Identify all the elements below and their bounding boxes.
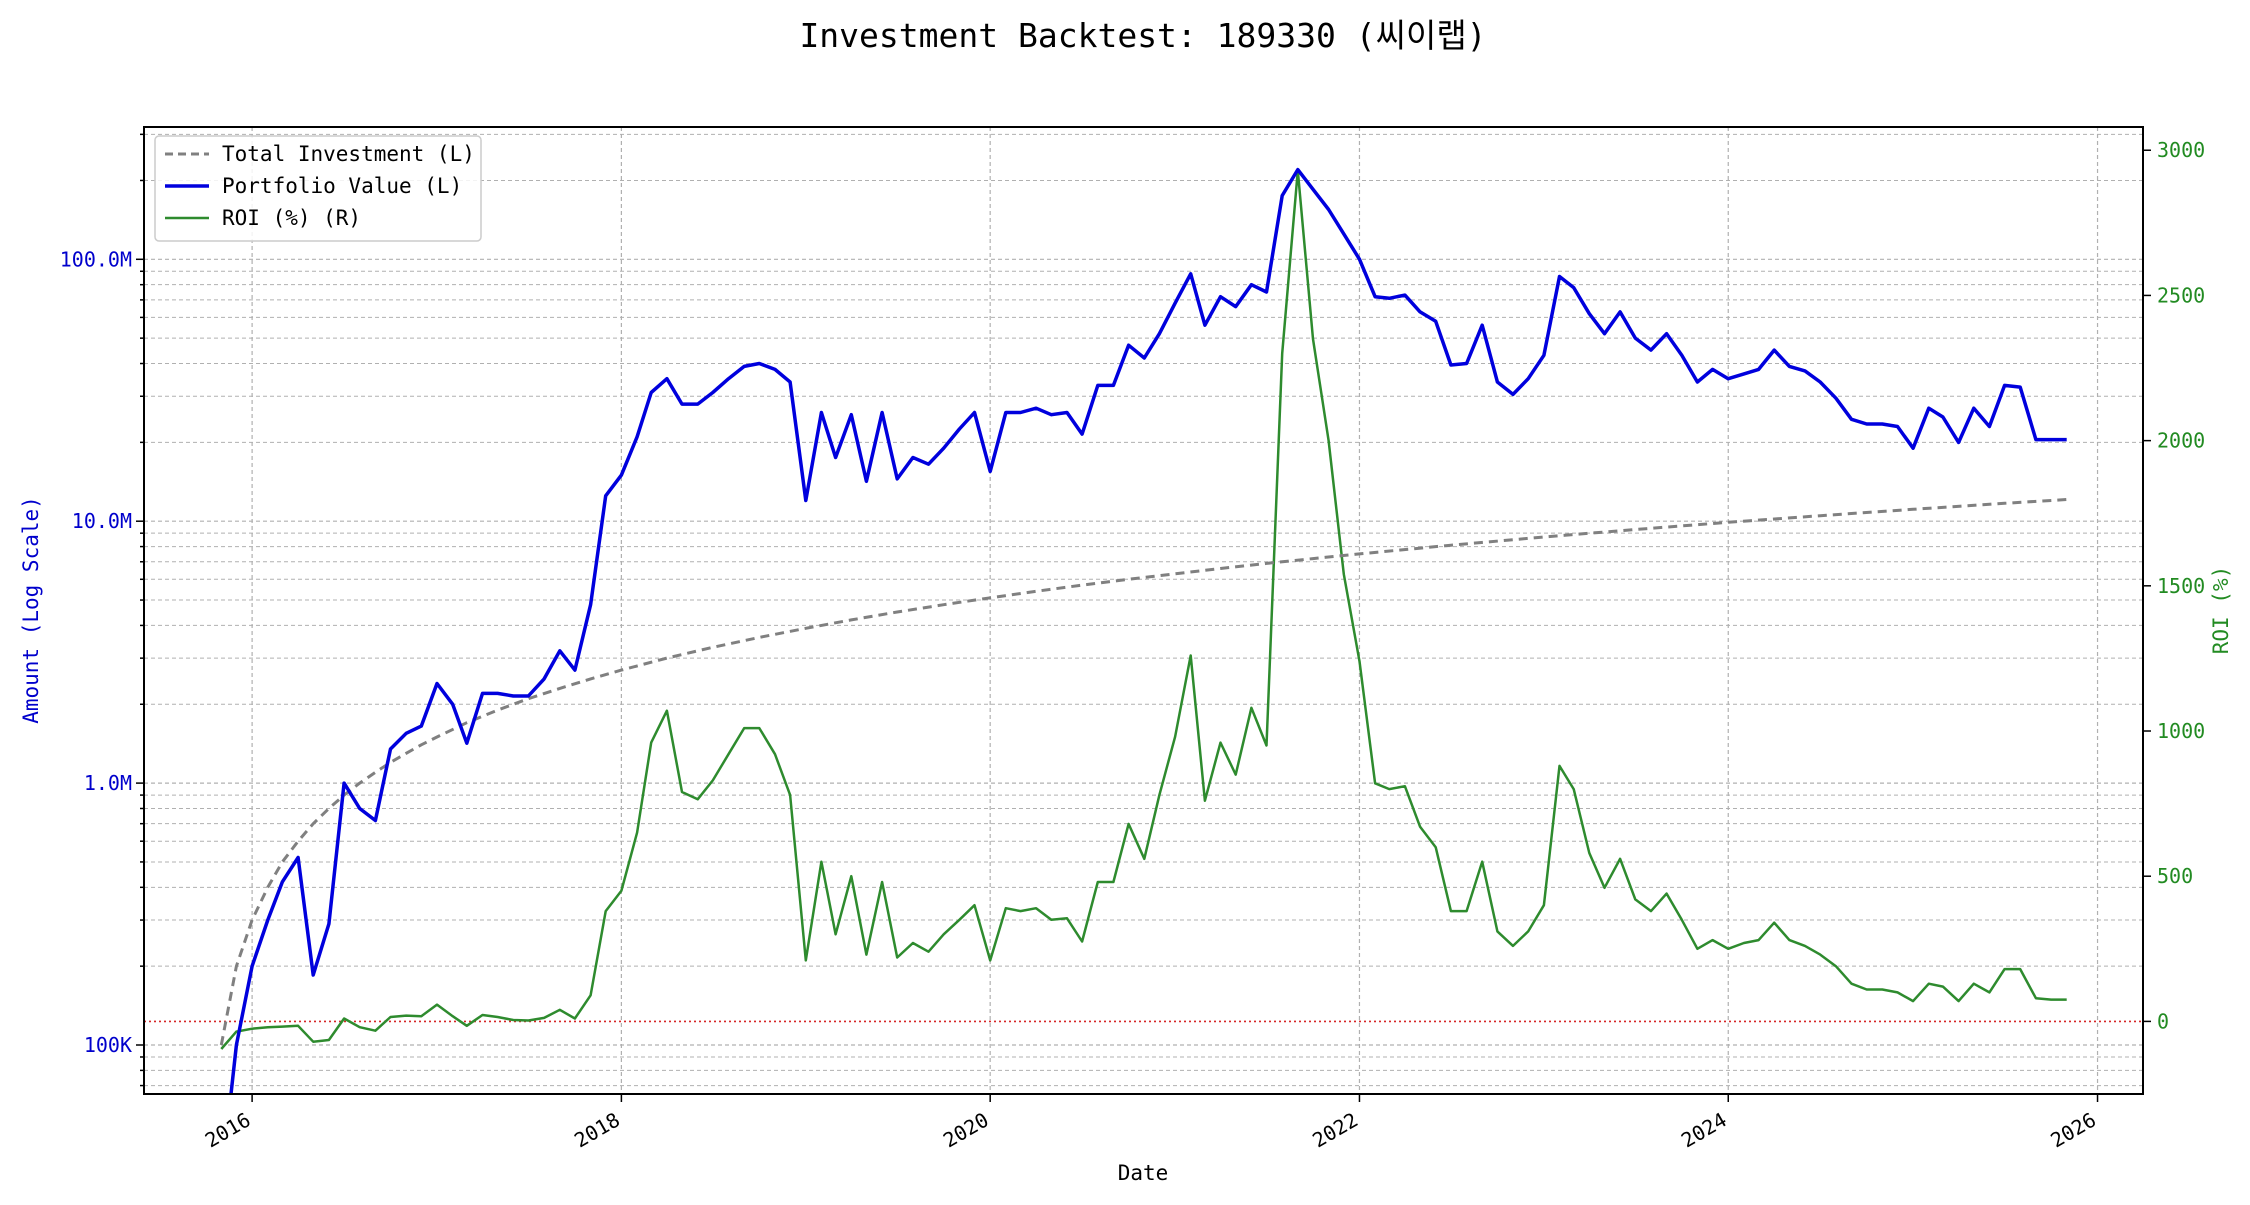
y-left-axis-label: Amount (Log Scale) <box>19 496 43 724</box>
y-right-tick-label: 1500 <box>2157 574 2205 598</box>
y-right-axis-label: ROI (%) <box>2209 566 2233 655</box>
x-tick-label: 2018 <box>570 1108 624 1153</box>
y-right-tick-label: 1000 <box>2157 719 2205 743</box>
legend: Total Investment (L) Portfolio Value (L)… <box>154 135 482 242</box>
y-right-tick-label: 3000 <box>2157 138 2205 162</box>
y-right-tick-label: 0 <box>2157 1009 2169 1033</box>
x-tick-label: 2024 <box>1677 1108 1731 1153</box>
x-tick-label: 2020 <box>939 1108 993 1153</box>
series-line-portfolio-value <box>229 167 2067 1094</box>
series-layer <box>144 167 2143 1094</box>
y-left-tick-label: 1.0M <box>84 771 132 795</box>
x-tick-label: 2016 <box>201 1108 255 1153</box>
y-right-tick-label: 2500 <box>2157 283 2205 307</box>
y-right-tick-label: 500 <box>2157 864 2193 888</box>
y-left-tick-label: 100.0M <box>60 247 132 271</box>
plot-frame <box>143 126 2144 1095</box>
y-left-tick-label: 10.0M <box>72 509 132 533</box>
grid-layer <box>144 127 2143 1094</box>
legend-box <box>154 135 482 242</box>
tick-layer: 2016 2018 2020 2022 2024 2026 100K 1.0M 10.0M 100… <box>60 133 2205 1153</box>
series-line-roi <box>220 169 2067 1050</box>
x-tick-label: 2026 <box>2046 1108 2100 1153</box>
chart-title: Investment Backtest: 189330 (씨이랩) <box>799 16 1486 55</box>
x-tick-label: 2022 <box>1308 1108 1362 1153</box>
legend-label-total-investment: Total Investment (L) <box>222 142 475 166</box>
legend-label-portfolio-value: Portfolio Value (L) <box>222 174 462 198</box>
x-axis-label: Date <box>1118 1161 1169 1185</box>
series-line-total-investment <box>219 498 2067 1046</box>
legend-label-roi: ROI (%) (R) <box>222 206 361 230</box>
y-right-tick-label: 2000 <box>2157 429 2205 453</box>
y-left-tick-label: 100K <box>84 1033 132 1057</box>
